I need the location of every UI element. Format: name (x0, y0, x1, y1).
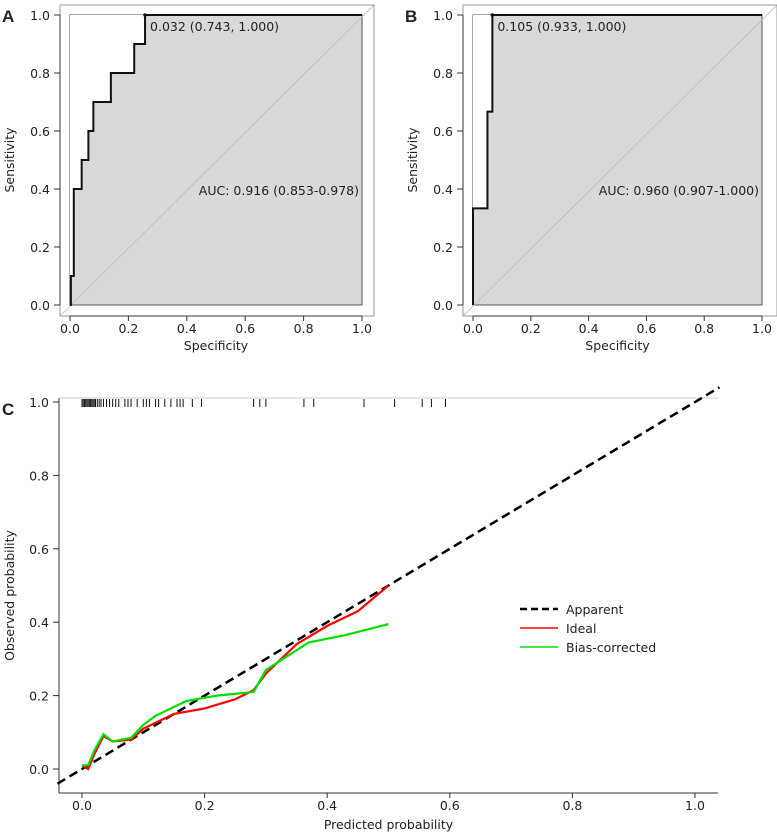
x-tick-label: 1.0 (752, 321, 772, 336)
y-tick-label: 0.8 (29, 468, 49, 483)
auc-label: AUC: 0.916 (0.853-0.978) (199, 183, 359, 198)
y-tick-label: 0.2 (29, 689, 49, 704)
panel-label: C (2, 400, 14, 419)
x-tick-label: 0.0 (463, 321, 483, 336)
y-tick-label: 0.6 (29, 542, 49, 557)
x-axis-title: Specificity (585, 338, 650, 353)
x-tick-label: 0.8 (294, 321, 314, 336)
y-tick-label: 0.4 (29, 615, 49, 630)
y-tick-label: 0.4 (433, 182, 453, 197)
x-tick-label: 0.4 (177, 321, 197, 336)
panel-label: A (2, 7, 14, 26)
y-axis-title: Sensitivity (2, 127, 17, 193)
area-above-curve (70, 15, 362, 305)
legend-label: Bias-corrected (566, 640, 656, 655)
x-tick-label: 0.2 (195, 798, 215, 813)
y-tick-label: 1.0 (30, 8, 50, 23)
series-line-apparent (56, 386, 721, 785)
x-tick-label: 1.0 (352, 321, 372, 336)
x-tick-label: 0.6 (440, 798, 460, 813)
x-tick-label: 0.8 (562, 798, 582, 813)
threshold-label: 0.105 (0.933, 1.000) (497, 19, 626, 34)
y-tick-label: 0.0 (29, 762, 49, 777)
diagonal-reference-line (462, 4, 777, 317)
x-tick-label: 0.6 (235, 321, 255, 336)
panel-label: B (405, 7, 417, 26)
y-tick-label: 1.0 (433, 8, 453, 23)
x-tick-label: 0.4 (579, 321, 599, 336)
y-tick-label: 1.0 (29, 395, 49, 410)
y-tick-label: 0.0 (433, 298, 453, 313)
x-tick-label: 0.0 (60, 321, 80, 336)
diagonal-reference-line (59, 4, 375, 317)
y-tick-label: 0.2 (30, 240, 50, 255)
x-tick-label: 0.2 (118, 321, 138, 336)
roc-shaded-area (472, 14, 763, 306)
auc-label: AUC: 0.960 (0.907-1.000) (599, 183, 759, 198)
legend-label: Ideal (566, 621, 596, 636)
threshold-point (143, 13, 147, 17)
x-tick-label: 0.4 (317, 798, 337, 813)
panel-a: 0.032 (0.743, 1.000) AUC: 0.916 (0.853-0.… (2, 4, 375, 353)
panel-c: Apparent Ideal Bias-corrected 0.0 0.2 0.4 0.6 0… (2, 386, 721, 832)
y-tick-label: 0.6 (30, 124, 50, 139)
series-line-bias-corrected (82, 622, 389, 767)
y-axis-title: Observed probability (2, 529, 17, 660)
legend-label: Apparent (566, 602, 624, 617)
x-tick-label: 0.2 (521, 321, 541, 336)
y-axis-title: Sensitivity (405, 127, 420, 193)
y-tick-label: 0.8 (433, 66, 453, 81)
x-axis-title: Specificity (184, 338, 249, 353)
y-tick-label: 0.0 (30, 298, 50, 313)
x-axis-title: Predicted probability (324, 817, 454, 832)
roc-curve (69, 14, 362, 306)
x-tick-label: 0.6 (636, 321, 656, 336)
panel-b: 0.105 (0.933, 1.000) AUC: 0.960 (0.907-1.… (405, 4, 777, 353)
y-tick-label: 0.8 (30, 66, 50, 81)
y-tick-label: 0.6 (433, 124, 453, 139)
x-tick-label: 1.0 (685, 798, 705, 813)
y-tick-label: 0.4 (30, 182, 50, 197)
y-tick-label: 0.2 (433, 240, 453, 255)
x-tick-label: 0.8 (694, 321, 714, 336)
threshold-label: 0.032 (0.743, 1.000) (150, 19, 279, 34)
x-tick-label: 0.0 (72, 798, 92, 813)
axes-lines (58, 398, 718, 794)
series-line-ideal (81, 584, 390, 771)
threshold-point (490, 13, 495, 17)
